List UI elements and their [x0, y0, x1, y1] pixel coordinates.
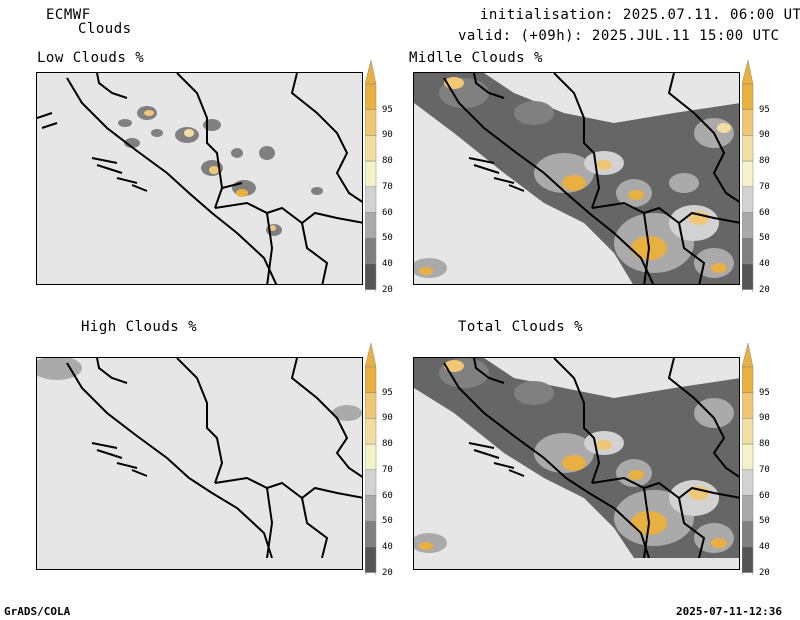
- panel-title-total: Total Clouds %: [458, 319, 584, 335]
- colorbar-tick-label: 90: [759, 130, 770, 141]
- colorbar-swatch: [742, 186, 754, 213]
- colorbar-tick-label: 90: [382, 130, 393, 141]
- colorbar-high: 95 90 80 70 60 50 40 20: [365, 343, 411, 578]
- colorbar-swatch: [742, 495, 754, 522]
- footer-right: 2025-07-11-12:36: [676, 605, 782, 618]
- colorbar-swatch: [365, 366, 377, 393]
- colorbar-tick-label: 80: [759, 439, 770, 450]
- colorbar-tick-label: 40: [759, 258, 770, 269]
- colorbar-swatch: [742, 392, 754, 419]
- colorbar-tick-label: 80: [382, 439, 393, 450]
- colorbar-middle: 95 90 80 70 60 50 40 20: [742, 60, 788, 295]
- colorbar-swatch: [742, 263, 754, 290]
- colorbar-tick-label: 20: [759, 567, 770, 578]
- colorbar-low: 95 90 80 70 60 50 40 20: [365, 60, 411, 295]
- colorbar-swatch: [742, 443, 754, 471]
- colorbar-tick-label: 80: [382, 156, 393, 167]
- colorbar-bottom-arrow: [365, 289, 377, 292]
- panel-title-high: High Clouds %: [81, 319, 198, 335]
- colorbar-tick-label: 60: [759, 207, 770, 218]
- borders: [37, 73, 362, 284]
- model-label: ECMWF: [46, 7, 91, 23]
- colorbar-tick-label: 60: [382, 207, 393, 218]
- colorbar-tick-label: 95: [382, 104, 393, 115]
- panel-title-middle: Midlle Clouds %: [409, 50, 543, 66]
- colorbar-swatch: [365, 546, 377, 573]
- colorbar-swatch: [742, 366, 754, 393]
- panel-title-low: Low Clouds %: [37, 50, 145, 66]
- colorbar-swatch: [365, 443, 377, 471]
- colorbar-tick-label: 60: [382, 490, 393, 501]
- colorbar-tick-label: 70: [759, 464, 770, 475]
- init-time-label: initialisation: 2025.07.11. 06:00 UTC: [480, 7, 800, 23]
- cloud-patches: [414, 358, 739, 558]
- colorbar-tick-label: 20: [382, 284, 393, 295]
- footer-left: GrADS/COLA: [4, 605, 71, 618]
- colorbar-swatch: [742, 83, 754, 110]
- colorbar-top-arrow: [742, 60, 754, 85]
- middle-clouds-map: [413, 72, 740, 285]
- colorbar-swatch: [365, 418, 377, 445]
- colorbar-swatch: [742, 469, 754, 496]
- borders: [443, 73, 739, 284]
- total-clouds-map: [413, 357, 740, 570]
- colorbar-swatch: [365, 83, 377, 110]
- high-clouds-map: [36, 357, 363, 570]
- cloud-patches: [37, 358, 362, 421]
- colorbar-tick-label: 20: [759, 284, 770, 295]
- colorbar-tick-label: 90: [382, 413, 393, 424]
- colorbar-swatch: [365, 109, 377, 136]
- colorbar-swatch: [365, 392, 377, 419]
- low-clouds-map: [36, 72, 363, 285]
- borders: [66, 358, 362, 558]
- colorbar-tick-label: 70: [382, 464, 393, 475]
- colorbar-swatch: [365, 520, 377, 548]
- colorbar-bottom-arrow: [742, 289, 754, 292]
- colorbar-swatch: [742, 212, 754, 239]
- colorbar-swatch: [742, 135, 754, 162]
- colorbar-swatch: [365, 495, 377, 522]
- colorbar-swatch: [365, 237, 377, 265]
- colorbar-tick-label: 40: [759, 541, 770, 552]
- colorbar-tick-label: 90: [759, 413, 770, 424]
- colorbar-swatch: [365, 135, 377, 162]
- colorbar-tick-label: 40: [382, 258, 393, 269]
- colorbar-top-arrow: [742, 343, 754, 368]
- colorbar-bottom-arrow: [742, 572, 754, 575]
- colorbar-bottom-arrow: [365, 572, 377, 575]
- colorbar-tick-label: 60: [759, 490, 770, 501]
- colorbar-swatch: [365, 469, 377, 496]
- colorbar-tick-label: 70: [759, 181, 770, 192]
- colorbar-top-arrow: [365, 60, 377, 85]
- colorbar-total: 95 90 80 70 60 50 40 20: [742, 343, 788, 578]
- cloud-patches: [414, 73, 739, 284]
- colorbar-tick-label: 50: [382, 516, 393, 527]
- colorbar-swatch: [742, 520, 754, 548]
- colorbar-swatch: [365, 263, 377, 290]
- colorbar-swatch: [365, 212, 377, 239]
- colorbar-tick-label: 95: [759, 104, 770, 115]
- colorbar-tick-label: 95: [382, 387, 393, 398]
- borders: [443, 358, 739, 558]
- colorbar-tick-label: 20: [382, 567, 393, 578]
- colorbar-tick-label: 95: [759, 387, 770, 398]
- colorbar-swatch: [365, 160, 377, 188]
- colorbar-swatch: [742, 546, 754, 573]
- colorbar-tick-label: 50: [382, 233, 393, 244]
- colorbar-tick-label: 50: [759, 516, 770, 527]
- product-label: Clouds: [78, 21, 132, 37]
- colorbar-tick-label: 70: [382, 181, 393, 192]
- colorbar-swatch: [742, 237, 754, 265]
- colorbar-tick-label: 50: [759, 233, 770, 244]
- colorbar-swatch: [742, 418, 754, 445]
- colorbar-tick-label: 80: [759, 156, 770, 167]
- colorbar-swatch: [742, 160, 754, 188]
- colorbar-tick-label: 40: [382, 541, 393, 552]
- valid-time-label: valid: (+09h): 2025.JUL.11 15:00 UTC: [458, 28, 780, 44]
- colorbar-swatch: [742, 109, 754, 136]
- colorbar-top-arrow: [365, 343, 377, 368]
- colorbar-swatch: [365, 186, 377, 213]
